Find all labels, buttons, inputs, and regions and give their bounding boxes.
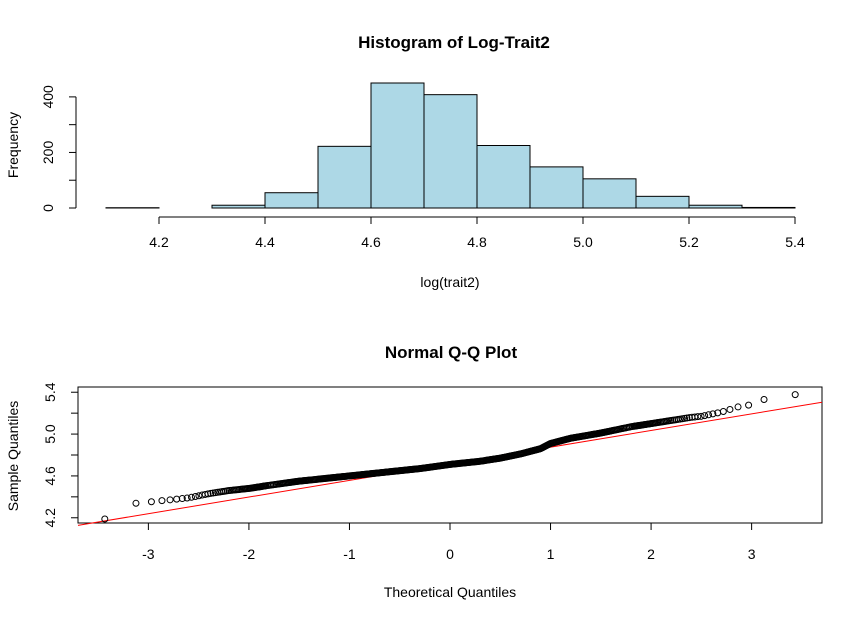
qq-point — [207, 489, 215, 497]
qq-point — [166, 496, 174, 504]
qq-panel: Normal Q-Q Plot -3 -2 -1 0 1 2 3 4.24.65.05.4 … — [5, 343, 823, 600]
qq-point — [187, 493, 195, 501]
qq-point — [183, 494, 191, 502]
histogram-bar — [529, 166, 584, 209]
qq-point — [683, 414, 691, 422]
qq-point — [681, 414, 689, 422]
histogram-bar — [264, 192, 319, 209]
qq-x-tick-label: -3 — [142, 546, 155, 562]
qq-point — [734, 403, 742, 411]
qq-point — [204, 490, 212, 498]
qq-point — [694, 413, 702, 421]
qq-point — [173, 495, 181, 503]
qq-y-tick-label: 4.6 — [42, 466, 58, 486]
histogram-bar — [211, 204, 266, 209]
qq-y-label: Sample Quantiles — [5, 401, 21, 512]
qq-x-tick-label: 2 — [647, 546, 655, 562]
qq-point — [745, 401, 753, 409]
qq-point — [760, 396, 768, 403]
qq-point — [209, 489, 217, 497]
qq-point — [158, 497, 166, 505]
qq-x-tick-label: 3 — [748, 546, 756, 562]
histogram-y-axis: 0 200 400 — [40, 85, 77, 212]
histogram-y-tick-label: 0 — [40, 204, 56, 212]
histogram-bar — [741, 206, 796, 209]
qq-x-label: Theoretical Quantiles — [384, 584, 516, 600]
histogram-x-label: log(trait2) — [420, 274, 479, 290]
qq-y-axis: 4.2 4.6 5.0 5.4 — [42, 382, 78, 528]
histogram-y-tick-label: 400 — [40, 85, 56, 109]
qq-x-tick-label: -1 — [343, 546, 356, 562]
histogram-x-tick-label: 4.4 — [255, 234, 275, 250]
histogram-x-tick-label: 5.4 — [785, 234, 805, 250]
qq-point — [132, 499, 140, 507]
qq-point — [178, 495, 186, 503]
histogram-x-tick-label: 4.8 — [467, 234, 487, 250]
histogram-x-tick-label: 5.0 — [573, 234, 593, 250]
histogram-x-tick-label: 5.2 — [679, 234, 699, 250]
histogram-bar — [635, 195, 690, 209]
qq-x-axis: -3 -2 -1 0 1 2 3 — [142, 523, 756, 562]
qq-point — [705, 411, 713, 419]
histogram-bar — [476, 145, 531, 209]
histogram-panel: Histogram of Log-Trait2 4.2 4.4 4.6 4.8 5.0 5… — [5, 33, 805, 290]
histogram-bars — [105, 82, 796, 209]
histogram-y-label: Frequency — [5, 112, 21, 178]
qq-x-tick-label: 1 — [547, 546, 555, 562]
histogram-x-tick-label: 4.2 — [149, 234, 169, 250]
qq-y-tick-label: 5.0 — [42, 424, 58, 444]
qq-points — [101, 391, 799, 523]
histogram-title: Histogram of Log-Trait2 — [358, 33, 550, 52]
qq-plot-box — [77, 386, 823, 524]
qq-point — [697, 412, 705, 420]
histogram-bar — [688, 204, 743, 209]
histogram-bar — [370, 82, 425, 209]
qq-x-tick-label: 0 — [446, 546, 454, 562]
histogram-bar — [317, 145, 372, 209]
qq-point — [147, 498, 155, 506]
histogram-y-tick-label: 200 — [40, 141, 56, 165]
histogram-bar — [423, 94, 478, 209]
qq-point — [726, 405, 734, 413]
qq-point — [701, 412, 709, 420]
qq-point — [709, 410, 717, 418]
qq-point — [195, 492, 203, 500]
qq-point — [719, 408, 727, 416]
qq-title: Normal Q-Q Plot — [385, 343, 518, 362]
histogram-bar — [582, 178, 637, 209]
qq-point — [191, 492, 199, 500]
qq-y-tick-label: 5.4 — [42, 382, 58, 402]
qq-point — [791, 391, 799, 399]
qq-point — [101, 515, 109, 523]
qq-x-tick-label: -2 — [243, 546, 256, 562]
qq-y-tick-label: 4.2 — [42, 508, 58, 528]
histogram-x-axis: 4.2 4.4 4.6 4.8 5.0 5.2 5.4 — [149, 216, 805, 250]
histogram-x-tick-label: 4.6 — [361, 234, 381, 250]
